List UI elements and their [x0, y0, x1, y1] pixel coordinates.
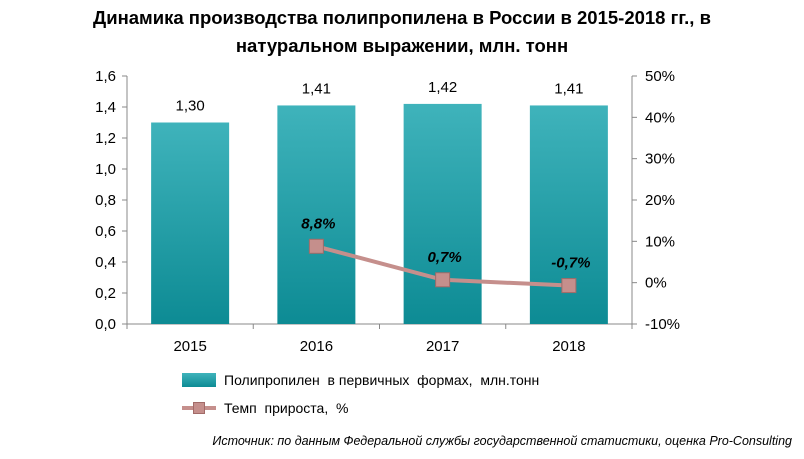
x-tick-label: 2015 [173, 338, 206, 355]
x-tick-label: 2017 [426, 338, 459, 355]
y-right-tick-label: -10% [645, 316, 680, 333]
bar-value-label: 1,30 [176, 98, 205, 115]
growth-point-2018 [562, 279, 576, 293]
y-left-tick-label: 0,8 [95, 192, 116, 209]
y-left-tick-label: 0,6 [95, 223, 116, 240]
y-left-tick-label: 1,6 [95, 68, 116, 85]
legend-item-bars: Полипропилен в первичных формах, млн.тон… [182, 372, 539, 388]
y-left-tick-label: 0,4 [95, 254, 116, 271]
y-left-tick-label: 0,0 [95, 316, 116, 333]
legend-bar-swatch [182, 373, 216, 387]
source-note: Источник: по данным Федеральной службы г… [212, 434, 792, 448]
y-right-tick-label: 10% [645, 233, 675, 250]
y-right-tick-label: 50% [645, 68, 675, 85]
legend-line-label: Темп прироста, % [224, 400, 348, 416]
bar-2015 [151, 123, 229, 325]
y-right-tick-label: 20% [645, 192, 675, 209]
y-left-tick-label: 1,2 [95, 130, 116, 147]
x-tick-label: 2018 [552, 338, 585, 355]
y-left-tick-label: 1,4 [95, 99, 116, 116]
growth-point-2017 [436, 273, 450, 287]
growth-value-label: 8,8% [301, 215, 335, 232]
y-left-tick-label: 1,0 [95, 161, 116, 178]
legend-item-line: Темп прироста, % [182, 400, 348, 416]
bar-value-label: 1,41 [302, 80, 331, 97]
y-left-tick-label: 0,2 [95, 285, 116, 302]
growth-point-2016 [309, 239, 323, 253]
bar-value-label: 1,42 [428, 79, 457, 96]
bar-value-label: 1,41 [554, 80, 583, 97]
growth-value-label: 0,7% [428, 249, 462, 266]
x-tick-label: 2016 [300, 338, 333, 355]
y-right-tick-label: 40% [645, 109, 675, 126]
y-right-tick-label: 30% [645, 151, 675, 168]
combo-chart: 0,0 0,2 0,4 0,6 0,8 1,0 1,2 1,4 1,6 -10% 0% 10% 20% 3… [0, 0, 804, 459]
bar-2017 [404, 104, 482, 324]
legend-line-swatch [182, 401, 216, 415]
y-right-tick-label: 0% [645, 275, 667, 292]
legend-bar-label: Полипропилен в первичных формах, млн.тон… [224, 372, 539, 388]
growth-value-label: -0,7% [551, 255, 590, 272]
